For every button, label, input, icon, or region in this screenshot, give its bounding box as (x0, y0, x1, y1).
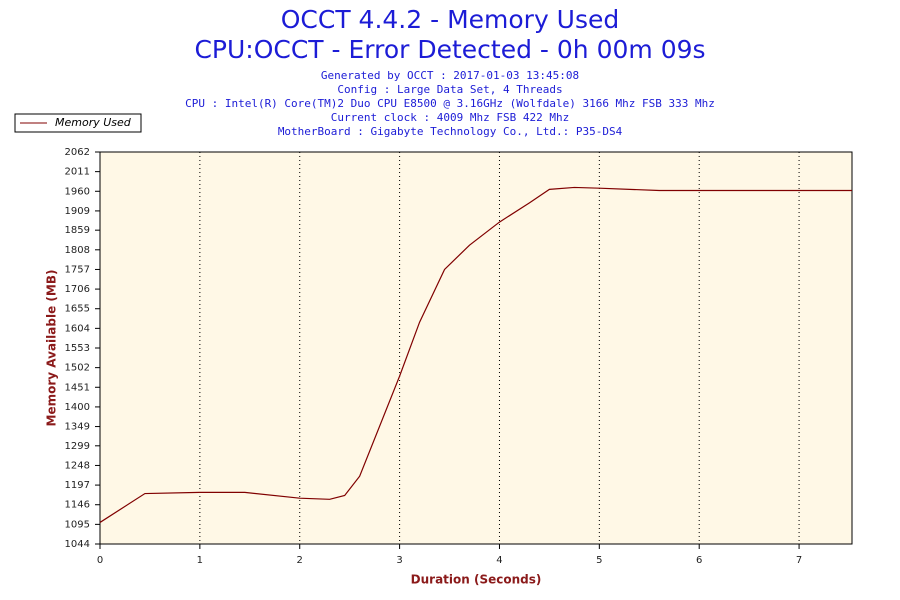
y-tick-label: 1248 (65, 460, 90, 471)
legend-label: Memory Used (55, 116, 132, 129)
x-tick-label: 6 (696, 555, 702, 566)
info-line: Config : Large Data Set, 4 Threads (337, 83, 562, 96)
y-tick-label: 1909 (65, 206, 90, 217)
info-line: Generated by OCCT : 2017-01-03 13:45:08 (321, 69, 579, 82)
data-line (99, 186, 852, 523)
y-tick-label: 1044 (65, 539, 90, 550)
plot-area (100, 152, 852, 544)
y-tick-label: 1859 (65, 225, 90, 236)
chart-title: OCCT 4.4.2 - Memory Used (281, 5, 620, 34)
x-tick-label: 0 (97, 555, 103, 566)
y-tick-label: 1400 (65, 402, 90, 413)
y-tick-label: 1299 (65, 441, 90, 452)
info-line: CPU : Intel(R) Core(TM)2 Duo CPU E8500 @… (185, 97, 715, 110)
x-tick-label: 5 (596, 555, 602, 566)
y-tick-label: 1604 (65, 323, 90, 334)
y-axis-label: Memory Available (MB) (45, 270, 59, 427)
chart-subtitle: CPU:OCCT - Error Detected - 0h 00m 09s (194, 35, 705, 64)
y-tick-label: 1146 (65, 500, 90, 511)
info-line: Current clock : 4009 Mhz FSB 422 Mhz (331, 111, 569, 124)
y-tick-label: 1502 (65, 363, 90, 374)
y-tick-label: 1349 (65, 422, 90, 433)
y-tick-label: 1095 (65, 519, 90, 530)
y-tick-label: 1808 (65, 245, 90, 256)
y-tick-label: 1706 (65, 284, 90, 295)
info-line: MotherBoard : Gigabyte Technology Co., L… (278, 125, 623, 138)
y-tick-label: 1197 (65, 480, 90, 491)
x-tick-label: 3 (396, 555, 402, 566)
y-tick-label: 1757 (65, 264, 90, 275)
y-tick-label: 2011 (65, 167, 90, 178)
x-tick-label: 7 (796, 555, 802, 566)
y-tick-label: 1451 (65, 382, 90, 393)
y-tick-label: 1655 (65, 304, 90, 315)
y-tick-label: 1960 (65, 186, 90, 197)
y-tick-label: 1553 (65, 343, 90, 354)
y-tick-label: 2062 (65, 147, 90, 158)
x-tick-label: 4 (496, 555, 502, 566)
x-tick-label: 1 (197, 555, 203, 566)
x-axis-label: Duration (Seconds) (411, 573, 542, 587)
plot-frame (99, 151, 853, 545)
x-tick-label: 2 (297, 555, 303, 566)
legend-box (14, 113, 142, 133)
